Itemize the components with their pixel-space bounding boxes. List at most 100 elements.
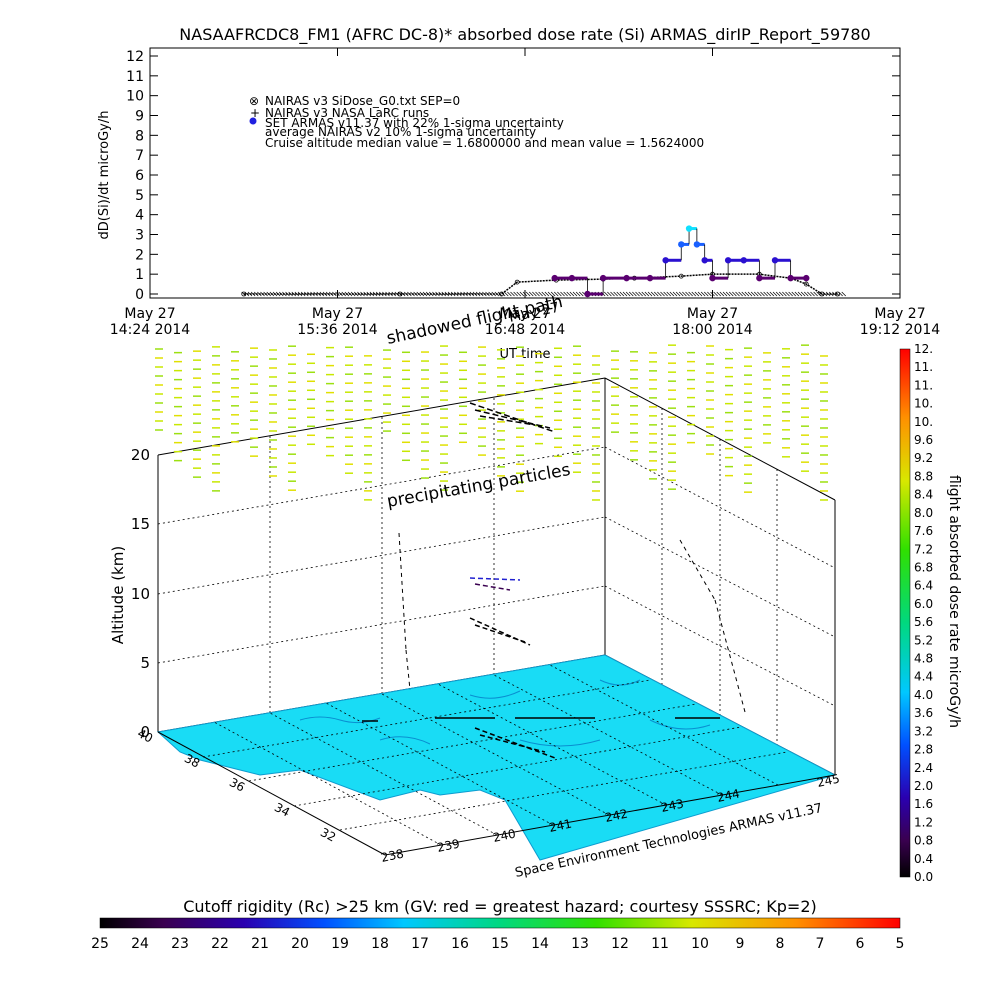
right-colorbar-tick: 1.2 bbox=[914, 815, 933, 829]
lon-tick-label: 242 bbox=[604, 806, 629, 824]
top-y-axis-label: dD(Si)/dt microGy/h bbox=[97, 111, 112, 240]
baseline-sample-mark bbox=[785, 291, 790, 297]
x-tick-label-date: May 27 bbox=[312, 306, 363, 322]
baseline-sample-mark bbox=[604, 291, 609, 297]
baseline-sample-mark bbox=[722, 291, 728, 297]
chart-title: NASAAFRCDC8_FM1 (AFRC DC-8)* absorbed do… bbox=[179, 25, 870, 45]
baseline-sample-mark bbox=[610, 291, 615, 297]
baseline-sample-mark bbox=[669, 291, 675, 297]
lat-tick-label: 32 bbox=[318, 825, 338, 845]
right-colorbar-tick: 8.0 bbox=[914, 506, 933, 520]
right-colorbar-tick: 10. bbox=[914, 415, 933, 429]
series-nairas-g0-line bbox=[243, 273, 838, 295]
baseline-sample-mark bbox=[800, 291, 806, 297]
baseline-sample-mark bbox=[660, 291, 665, 297]
baseline-sample-mark bbox=[750, 291, 756, 297]
baseline-sample-mark bbox=[575, 291, 581, 297]
lat-tick-label: 36 bbox=[227, 775, 247, 795]
series-nairas-g0-point bbox=[499, 291, 504, 297]
lon-tick-label: 241 bbox=[548, 816, 573, 834]
lat-axis-ticks: 40 38 36 34 32 bbox=[135, 726, 338, 845]
baseline-sample-mark bbox=[672, 291, 678, 297]
right-colorbar-tick: 5.2 bbox=[914, 633, 933, 647]
baseline-sample-mark bbox=[641, 291, 646, 297]
bottom-colorbar-tick: 19 bbox=[331, 936, 349, 952]
series-nairas-g0-point bbox=[835, 291, 840, 297]
baseline-sample-mark bbox=[788, 291, 793, 297]
right-colorbar-ticks: 0.0 0.4 0.8 1.2 1.6 2.0 2.4 2.8 3.2 3.6 4.0 4.4 4.8 5… bbox=[914, 342, 933, 884]
y-tick-label: 0 bbox=[135, 287, 144, 303]
baseline-sample-mark bbox=[663, 291, 668, 297]
series-nairas-g0-point bbox=[397, 291, 403, 297]
series-nairas-g0-point bbox=[678, 273, 684, 279]
series-nairas-g0-point bbox=[241, 291, 247, 297]
right-colorbar-tick: 9.2 bbox=[914, 451, 933, 465]
x-tick-label-date: May 27 bbox=[499, 306, 550, 322]
baseline-sample-mark bbox=[632, 291, 637, 297]
right-colorbar-tick: 0.4 bbox=[914, 852, 933, 866]
plot-3d-floor-grid bbox=[202, 664, 788, 846]
bottom-colorbar-tick: 11 bbox=[651, 936, 669, 952]
baseline-sample-mark bbox=[619, 291, 625, 297]
right-colorbar-tick: 0.8 bbox=[914, 834, 933, 848]
baseline-sample-mark bbox=[566, 291, 571, 297]
right-colorbar-tick: 3.2 bbox=[914, 724, 933, 738]
plot-3d-grid bbox=[157, 398, 836, 745]
baseline-sample-mark bbox=[554, 291, 559, 297]
baseline-sample-mark bbox=[666, 291, 671, 297]
bottom-colorbar: Cutoff rigidity (Rc) >25 km (GV: red = g… bbox=[91, 897, 904, 952]
y-tick-label: 4 bbox=[135, 208, 144, 224]
series-nairas-g0-point bbox=[819, 291, 825, 297]
bottom-colorbar-tick: 6 bbox=[856, 936, 865, 952]
series-armas-point bbox=[803, 274, 810, 282]
baseline-sample-mark bbox=[735, 291, 740, 297]
baseline-sample-mark bbox=[644, 291, 650, 297]
baseline-sample-mark bbox=[719, 291, 725, 297]
bottom-colorbar-bar bbox=[99, 917, 901, 929]
baseline-sample-mark bbox=[694, 291, 700, 297]
baseline-sample-mark bbox=[625, 291, 631, 297]
lon-tick-label: 244 bbox=[716, 786, 741, 804]
right-colorbar-tick: 12. bbox=[914, 342, 933, 356]
baseline-sample-mark bbox=[313, 291, 318, 297]
lon-tick-label: 245 bbox=[816, 771, 841, 789]
right-colorbar-tick: 8.4 bbox=[914, 488, 933, 502]
baseline-sample-mark bbox=[535, 291, 540, 297]
baseline-sample-mark bbox=[622, 291, 628, 297]
baseline-sample-mark bbox=[654, 291, 659, 297]
top-series-group bbox=[241, 225, 846, 298]
baseline-sample-mark bbox=[775, 291, 781, 297]
baseline-sample-mark bbox=[569, 291, 575, 297]
bottom-colorbar-tick: 22 bbox=[211, 936, 229, 952]
bottom-colorbar-tick: 20 bbox=[291, 936, 309, 952]
baseline-sample-mark bbox=[657, 291, 662, 297]
baseline-sample-mark bbox=[716, 291, 721, 297]
right-colorbar-tick: 1.6 bbox=[914, 797, 933, 811]
baseline-sample-mark bbox=[379, 291, 384, 297]
baseline-sample-mark bbox=[713, 291, 718, 297]
baseline-sample-mark bbox=[757, 291, 762, 297]
baseline-sample-mark bbox=[297, 291, 303, 297]
baseline-sample-mark bbox=[807, 291, 812, 297]
baseline-sample-mark bbox=[732, 291, 737, 297]
lat-tick-label: 38 bbox=[182, 751, 202, 771]
right-colorbar-tick: 6.0 bbox=[914, 597, 933, 611]
lat-tick-label: 40 bbox=[135, 726, 155, 746]
bottom-colorbar-tick: 18 bbox=[371, 936, 389, 952]
baseline-sample-mark bbox=[444, 291, 450, 297]
y-tick-label: 6 bbox=[135, 168, 144, 184]
baseline-sample-mark bbox=[513, 291, 518, 297]
baseline-sample-mark bbox=[704, 291, 709, 297]
bottom-colorbar-tick: 15 bbox=[491, 936, 509, 952]
baseline-sample-mark bbox=[741, 291, 746, 297]
x-tick-label-time: 18:00 2014 bbox=[672, 322, 753, 338]
baseline-sample-mark bbox=[685, 291, 690, 297]
lon-tick-label: 238 bbox=[380, 846, 405, 864]
plot-3d-floor-edges bbox=[157, 731, 836, 856]
baseline-sample-mark bbox=[769, 291, 775, 297]
baseline-sample-mark bbox=[310, 291, 315, 297]
baseline-sample-mark bbox=[744, 291, 750, 297]
legend-symbol-nairas-larc: + bbox=[250, 106, 260, 120]
baseline-sample-mark bbox=[307, 291, 312, 297]
right-colorbar-tick: 4.0 bbox=[914, 688, 933, 702]
